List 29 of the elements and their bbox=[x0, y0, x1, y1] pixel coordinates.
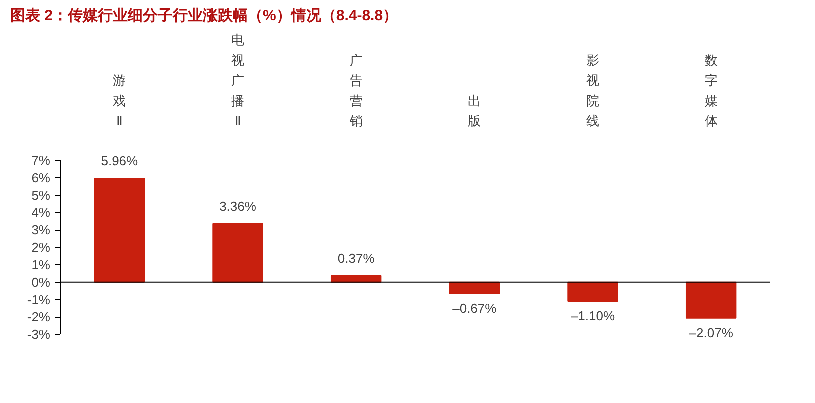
y-tick-label: 6% bbox=[32, 170, 51, 186]
bar bbox=[449, 282, 500, 295]
y-tick-label: 5% bbox=[32, 188, 51, 203]
data-label: –1.10% bbox=[570, 308, 616, 324]
data-label: 5.96% bbox=[101, 154, 139, 169]
x-tick-label: 影视院线 bbox=[586, 52, 600, 128]
bar bbox=[568, 282, 618, 302]
data-label: 0.37% bbox=[338, 250, 376, 266]
data-label: –2.07% bbox=[689, 325, 734, 340]
x-tick-label: 电视广播Ⅱ bbox=[232, 32, 244, 128]
y-tick-label: -3% bbox=[27, 327, 51, 342]
data-label: –0.67% bbox=[452, 301, 498, 316]
bar bbox=[686, 282, 737, 319]
x-tick-label: 广告营销 bbox=[348, 52, 363, 128]
bar bbox=[94, 178, 146, 283]
x-tick-label: 数字媒体 bbox=[704, 52, 718, 128]
y-tick-label: 2% bbox=[32, 240, 51, 256]
y-tick-label: 1% bbox=[32, 257, 51, 272]
x-tick-label: 出版 bbox=[468, 93, 482, 128]
y-tick-label: 4% bbox=[32, 205, 51, 220]
y-tick-label: -1% bbox=[27, 292, 51, 308]
y-tick-label: -2% bbox=[27, 310, 51, 325]
x-tick-label: 游戏Ⅱ bbox=[113, 73, 126, 128]
data-label: 3.36% bbox=[220, 198, 257, 214]
y-tick-label: 3% bbox=[32, 222, 51, 238]
chart-title: 图表 2：传媒行业细分子行业涨跌幅（%）情况（8.4-8.8） bbox=[10, 8, 398, 24]
y-tick-label: 0% bbox=[32, 274, 51, 290]
bar bbox=[212, 223, 264, 283]
y-tick-label: 7% bbox=[32, 152, 51, 168]
